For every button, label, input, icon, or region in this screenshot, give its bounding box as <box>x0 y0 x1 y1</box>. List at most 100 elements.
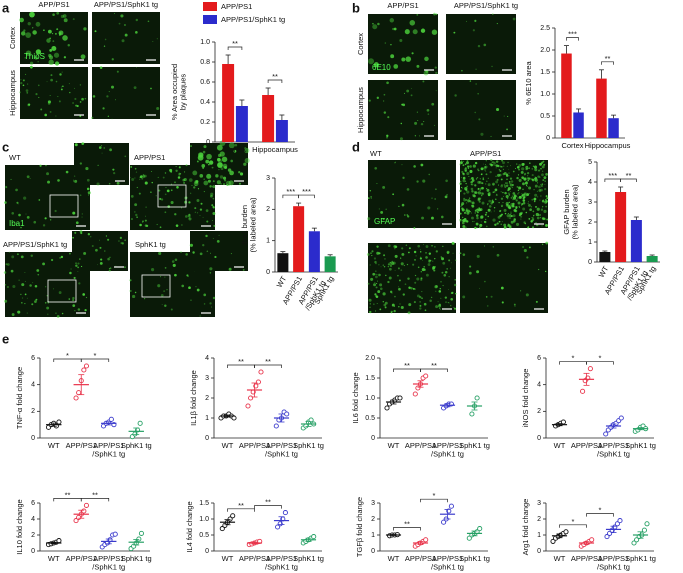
x-tick-label: APP/PS1 <box>405 554 436 563</box>
image-speck <box>503 115 505 117</box>
image-speck <box>135 213 138 217</box>
image-speck <box>515 168 516 169</box>
significance-label: * <box>599 354 602 363</box>
image-speck <box>199 315 201 317</box>
image-speck <box>369 303 371 305</box>
image-speck <box>466 220 468 222</box>
image-speck <box>531 198 534 201</box>
significance-bracket <box>227 508 255 512</box>
significance-bracket <box>227 46 243 50</box>
y-tick-label: 0 <box>537 548 541 555</box>
data-point <box>423 373 429 379</box>
image-speck <box>478 200 481 203</box>
image-speck <box>25 89 29 92</box>
image-speck <box>394 247 396 250</box>
image-speck <box>238 182 241 185</box>
image-speck <box>29 65 33 69</box>
image-speck <box>24 73 27 76</box>
image-speck <box>476 176 479 179</box>
image-speck <box>528 217 531 220</box>
significance-bracket <box>586 513 614 517</box>
image-speck <box>4 201 7 204</box>
image-speck <box>208 163 210 166</box>
y-tick-label: 0 <box>546 135 550 142</box>
image-speck <box>528 203 531 207</box>
image-speck <box>490 211 492 213</box>
image-speck <box>185 253 188 256</box>
image-speck <box>166 189 170 193</box>
image-speck <box>504 182 507 185</box>
image-speck <box>31 303 34 306</box>
x-tick-label: WT <box>388 554 400 563</box>
bar <box>573 112 584 138</box>
image-speck <box>34 284 38 288</box>
image-speck <box>477 208 481 212</box>
image-speck <box>193 186 196 189</box>
image-speck <box>42 262 46 266</box>
image-speck <box>525 293 529 297</box>
image-speck <box>121 242 124 245</box>
image-speck <box>165 187 167 189</box>
image-speck <box>180 251 182 253</box>
image-speck <box>74 179 78 183</box>
image-speck <box>52 40 55 43</box>
image-speck <box>510 215 513 218</box>
image-speck <box>164 267 167 269</box>
image-speck <box>215 174 219 178</box>
y-axis-label: Iba1 burden(% labeled area) <box>240 197 258 253</box>
image-speck <box>460 186 463 189</box>
image-speck <box>35 298 38 301</box>
y-tick-label: 6 <box>31 500 35 507</box>
image-speck <box>196 288 200 292</box>
image-speck <box>60 88 63 91</box>
image-speck <box>407 311 411 315</box>
image-speck <box>528 167 530 169</box>
image-speck <box>518 195 522 199</box>
x-tick-label: WT <box>597 264 611 279</box>
image-speck <box>74 310 76 312</box>
data-point <box>477 526 483 532</box>
data-point <box>108 416 114 422</box>
image-speck <box>151 170 153 172</box>
y-axis-label: IL10 fold change <box>15 499 24 554</box>
image-speck <box>422 179 426 183</box>
image-speck <box>398 306 400 308</box>
image-speck <box>431 216 434 220</box>
image-speck <box>499 165 502 168</box>
y-tick-label: 2 <box>31 408 35 415</box>
image-speck <box>29 284 32 287</box>
image-speck <box>108 91 110 93</box>
image-speck <box>386 81 389 85</box>
image-speck <box>447 302 449 304</box>
image-speck <box>208 160 214 165</box>
significance-label: ** <box>265 498 271 507</box>
image-speck <box>394 162 396 164</box>
image-speck <box>423 121 425 123</box>
image-speck <box>485 170 487 172</box>
image-speck <box>529 192 531 194</box>
image-speck <box>459 252 462 255</box>
image-speck <box>510 196 513 199</box>
image-speck <box>111 58 114 61</box>
image-speck <box>420 277 423 280</box>
image-speck <box>58 100 61 103</box>
image-label: ThioS <box>24 52 45 61</box>
image-speck <box>375 286 378 289</box>
image-speck <box>467 167 470 169</box>
image-speck <box>142 174 146 178</box>
y-tick-label: 2 <box>537 408 541 415</box>
image-speck <box>496 222 499 225</box>
y-tick-label: 1.0 <box>199 516 209 523</box>
image-speck <box>473 191 476 195</box>
image-speck <box>218 234 220 236</box>
bar <box>277 253 289 272</box>
image-speck <box>411 52 414 55</box>
image-speck <box>54 61 60 66</box>
image-speck <box>366 253 370 256</box>
image-speck <box>46 172 50 176</box>
image-speck <box>188 286 191 290</box>
image-speck <box>527 167 529 170</box>
image-speck <box>375 273 377 275</box>
y-tick-label: 0.5 <box>365 415 375 422</box>
image-speck <box>496 107 500 112</box>
